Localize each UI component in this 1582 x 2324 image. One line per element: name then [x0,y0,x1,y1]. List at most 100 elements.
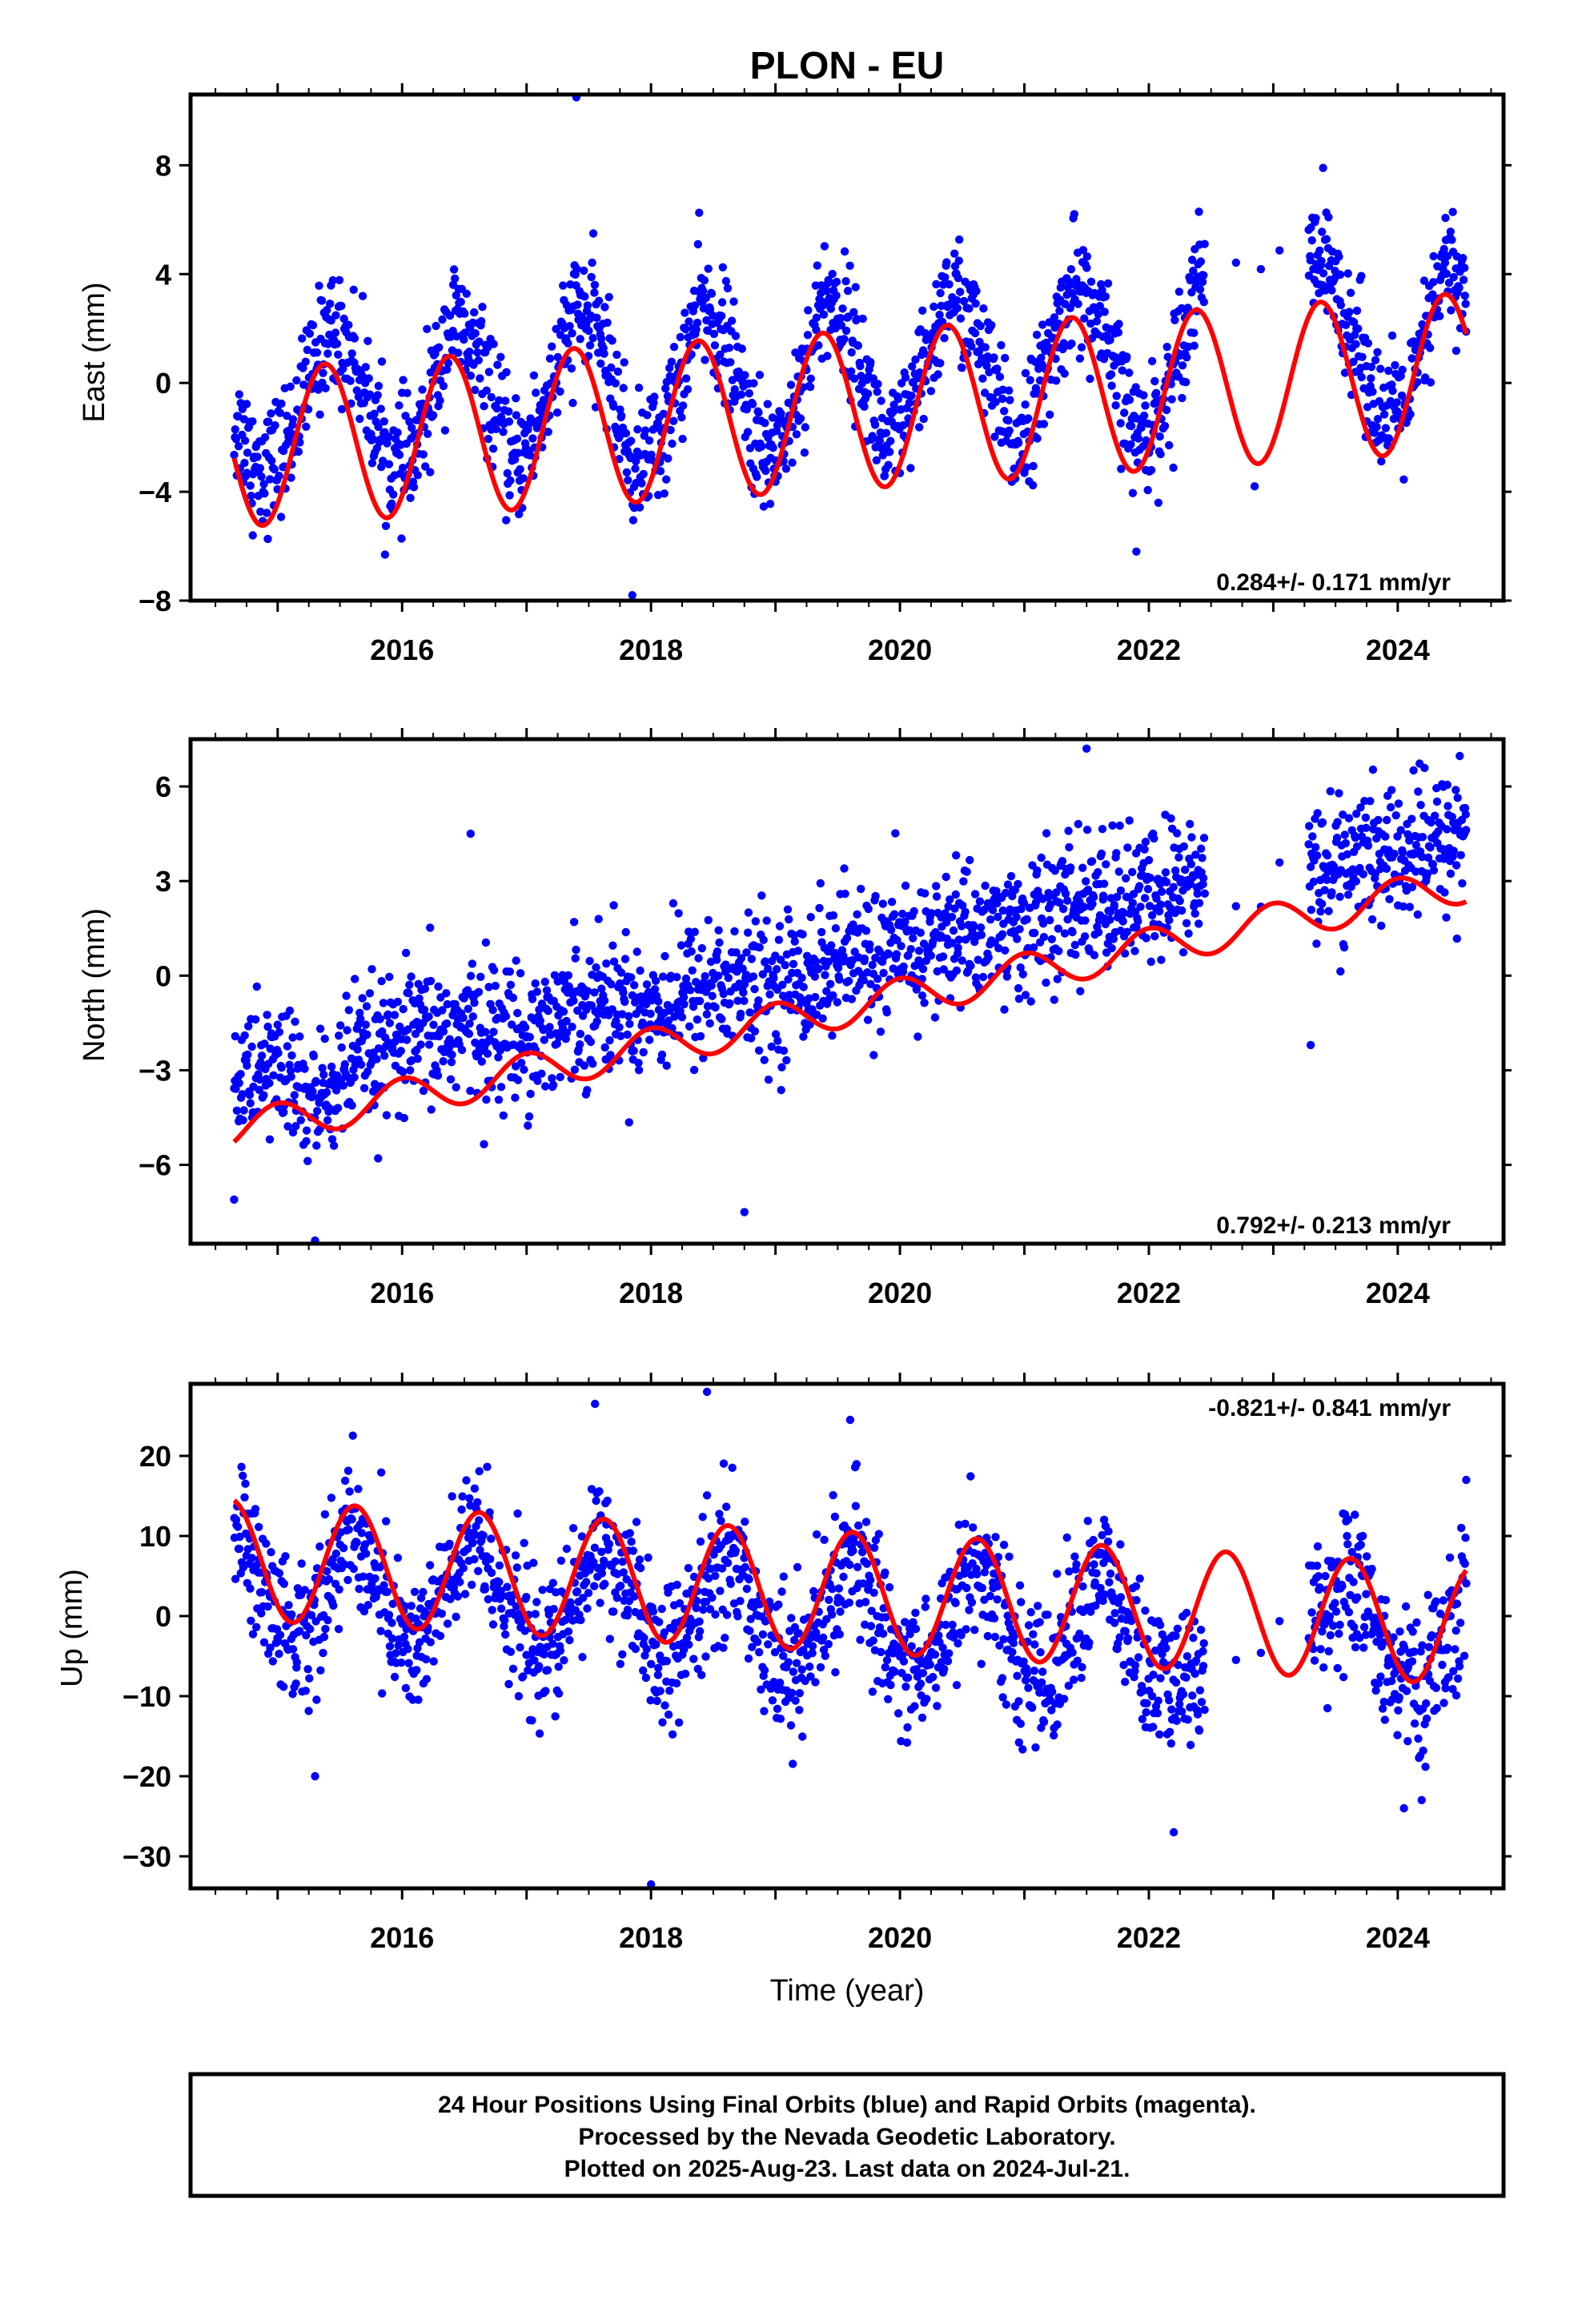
east-point [246,481,255,490]
east-point [423,324,432,333]
east-point [516,464,524,474]
north-point [1066,863,1075,872]
up-point [835,1630,845,1639]
up-point [605,1634,614,1643]
up-point [275,1650,283,1659]
up-point [501,1630,510,1639]
north-point [732,948,741,957]
north-point [840,864,849,873]
east-point [1363,403,1372,412]
east-point [965,304,974,313]
north-point [1102,860,1110,869]
east-point [937,301,946,311]
east-point [505,491,514,500]
north-point [1080,932,1090,941]
up-point [999,1634,1008,1644]
north-point [702,1010,712,1019]
up-point [520,1538,528,1548]
north-point [1443,780,1452,790]
up-point [275,1630,285,1639]
east-point [499,428,508,436]
up-point [377,1468,386,1477]
up-point [382,1517,391,1526]
north-point [433,1071,443,1080]
north-point [624,1011,633,1021]
north-point [759,935,768,944]
up-point [464,1544,472,1554]
east-point [548,342,556,351]
east-point [584,326,593,336]
east-point [328,275,337,285]
east-point [1398,365,1407,374]
north-point [954,943,962,952]
north-point [590,988,599,997]
east-point [1324,213,1333,222]
east-point [286,382,295,391]
north-point [651,976,661,986]
north-point [260,1039,269,1048]
north-point [873,975,882,983]
north-point [810,972,820,981]
north-point [1182,919,1191,928]
north-point [876,1027,885,1036]
north-point [703,1002,713,1011]
east-point [1169,463,1178,472]
east-point [604,292,613,302]
east-point [873,380,882,388]
east-point [971,299,980,308]
east-point [305,329,315,338]
east-point [978,374,987,383]
up-point [689,1655,698,1663]
north-rate-label: 0.792+/- 0.213 mm/yr [1216,1212,1451,1239]
east-point [905,398,914,408]
east-point [492,424,500,433]
east-point [707,289,717,298]
east-point [1086,277,1096,286]
up-point [654,1663,663,1672]
north-point [959,877,968,886]
up-point [836,1607,845,1616]
north-point [245,1091,255,1100]
east-point [1095,301,1105,311]
east-point [1075,354,1085,363]
east-point [532,388,540,397]
north-point [1335,789,1343,798]
east-point [337,404,347,414]
up-point [331,1549,340,1558]
east-point [332,340,342,348]
east-point [376,404,385,413]
east-point [496,352,505,361]
east-point [754,408,763,417]
up-point [969,1523,978,1532]
up-point [241,1479,250,1488]
north-point [1029,943,1038,952]
north-point [642,980,652,989]
north-point [1456,850,1465,860]
up-point [811,1678,820,1687]
north-point [632,947,641,956]
up-point [487,1534,496,1543]
up-point [777,1587,786,1596]
north-point [544,1007,552,1015]
north-point [1109,935,1118,943]
north-point [252,982,261,991]
up-point [990,1614,999,1623]
east-point [339,364,347,373]
up-point [473,1498,482,1507]
north-point [634,1059,643,1068]
up-point [717,1564,727,1573]
north-point [650,985,660,994]
east-point [267,456,276,465]
north-point [811,957,821,966]
east-point [1200,239,1209,248]
north-point [1318,818,1327,827]
east-point [1143,485,1152,495]
east-point [1341,320,1351,329]
north-point [448,1050,456,1059]
north-point [764,1076,773,1084]
north-point [670,1012,679,1021]
east-point [678,401,688,410]
north-point [944,902,953,911]
east-point [335,275,344,284]
